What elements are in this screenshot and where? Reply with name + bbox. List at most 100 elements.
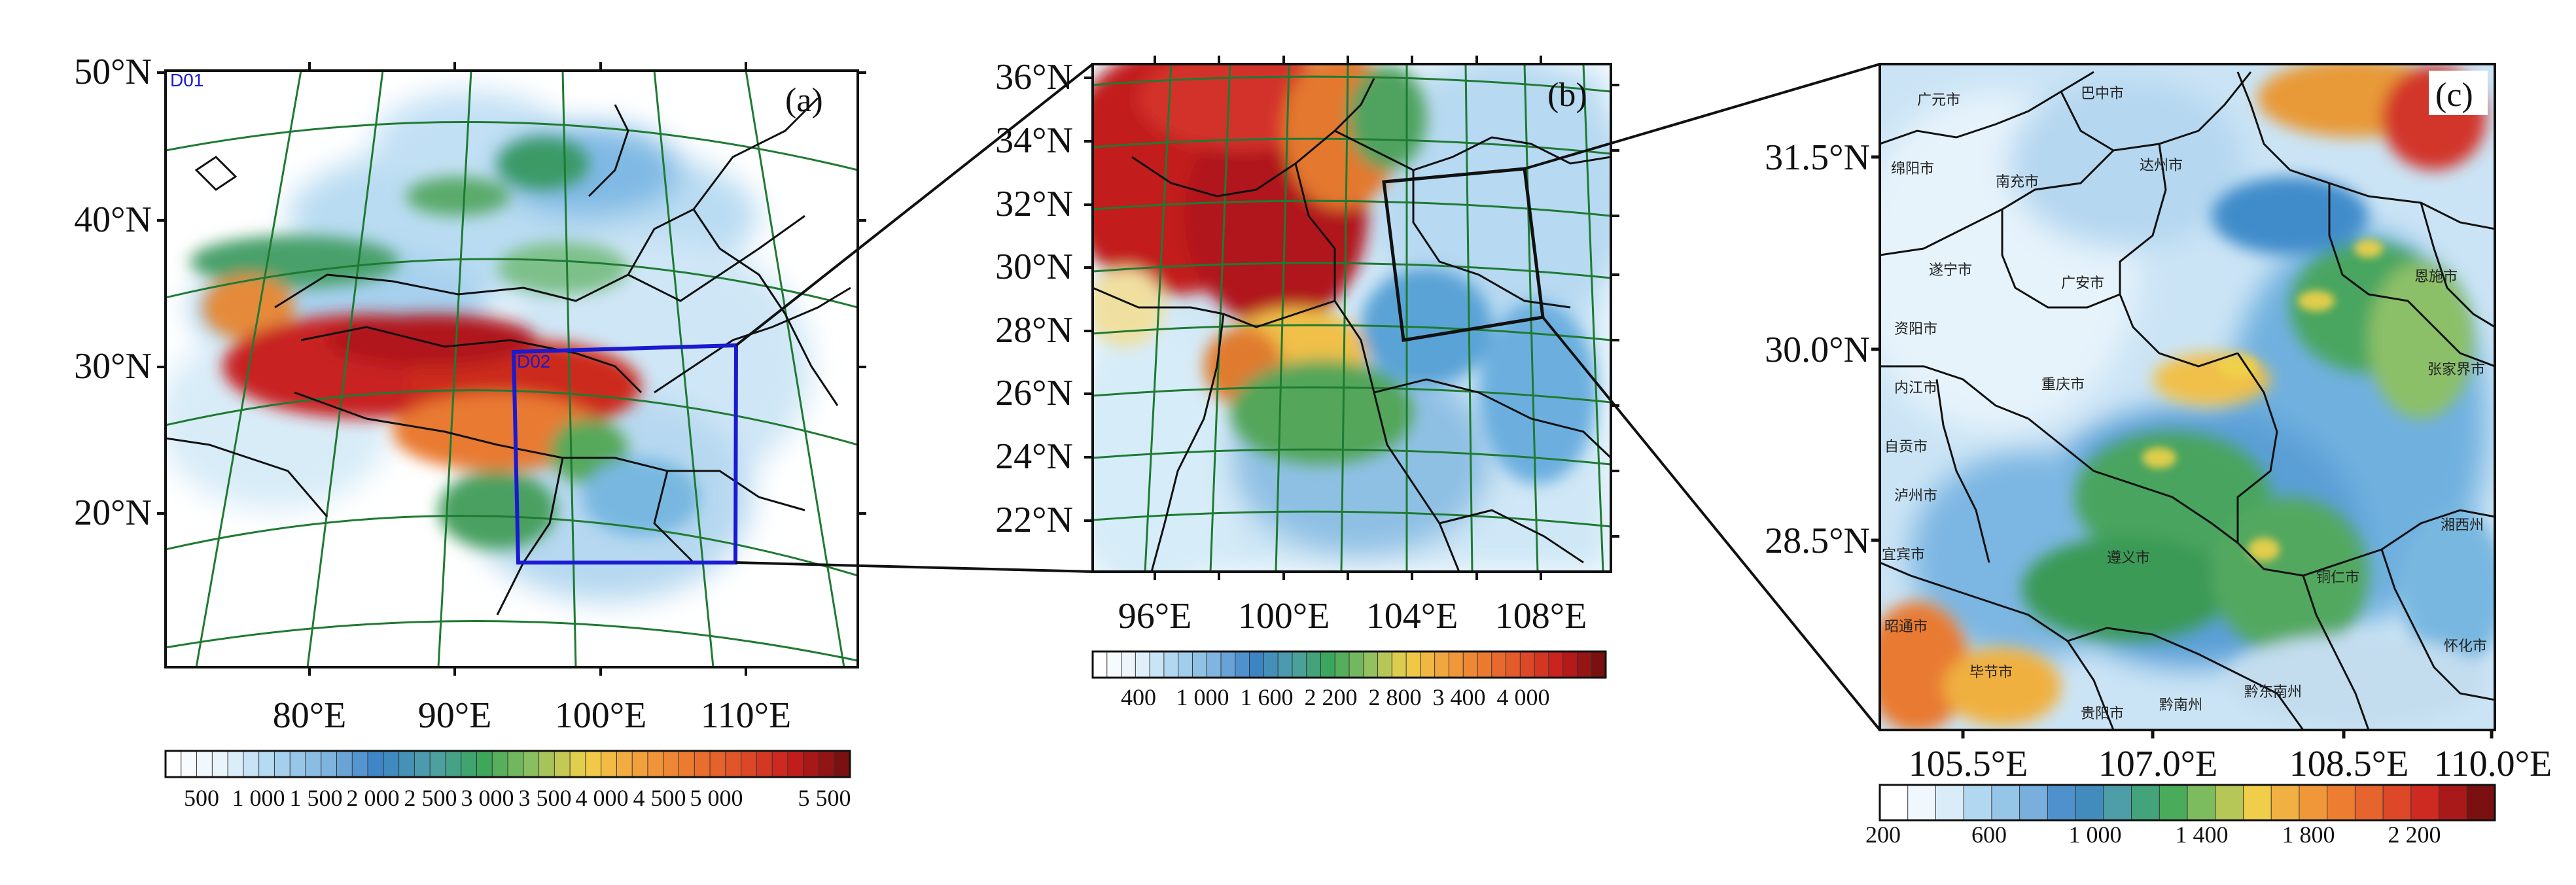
- panel-a-lat-tick: 20°N: [74, 493, 152, 533]
- panel-a: D01 D02 (a) 50°N 40°N 30°N 20°N 80°E 90°…: [74, 52, 866, 811]
- colorbar-swatch: [2103, 784, 2132, 821]
- city-label: 宜宾市: [1882, 547, 1925, 563]
- colorbar-swatch: [367, 750, 384, 778]
- city-label: 重庆市: [2041, 377, 2085, 393]
- panel-a-lat-tick: 40°N: [74, 200, 152, 240]
- colorbar-swatch: [289, 750, 306, 778]
- colorbar-swatch: [398, 750, 415, 778]
- colorbar-swatch: [1363, 651, 1379, 678]
- colorbar-swatch: [1277, 651, 1293, 678]
- panel-a-tick-marks: [157, 62, 866, 676]
- colorbar-swatch: [273, 750, 291, 778]
- colorbar-swatch: [429, 750, 446, 778]
- panel-a-cb-tick: 5 500: [798, 785, 851, 811]
- colorbar-swatch: [2327, 784, 2356, 821]
- panel-b-lat-tick: 32°N: [995, 184, 1073, 224]
- panel-a-colorbar: [164, 750, 851, 778]
- panel-b-terrain: [1093, 64, 1611, 572]
- panel-c-colorbar: [1879, 784, 2496, 822]
- panel-b-lat-tick: 26°N: [995, 373, 1073, 413]
- city-label: 南充市: [1996, 174, 2039, 190]
- colorbar-swatch: [679, 750, 696, 778]
- city-label: 湘西州: [2441, 517, 2484, 534]
- colorbar-swatch: [1434, 651, 1450, 678]
- colorbar-swatch: [1178, 651, 1193, 678]
- colorbar-swatch: [1462, 651, 1478, 678]
- city-label: 张家界市: [2427, 362, 2485, 378]
- colorbar-swatch: [336, 750, 353, 778]
- zoom-connector-b-c: [1524, 63, 1881, 731]
- city-label: 资阳市: [1894, 321, 1937, 338]
- colorbar-swatch: [1206, 651, 1222, 678]
- colorbar-swatch: [2410, 784, 2440, 821]
- colorbar-swatch: [258, 750, 275, 778]
- panel-b-lon-tick: 96°E: [1118, 596, 1192, 636]
- colorbar-swatch: [741, 750, 758, 778]
- d01-label: D01: [170, 70, 203, 90]
- colorbar-swatch: [476, 750, 493, 778]
- colorbar-swatch: [538, 750, 556, 778]
- colorbar-swatch: [461, 750, 478, 778]
- panel-a-cb-tick: 500: [184, 785, 219, 811]
- colorbar-swatch: [663, 750, 680, 778]
- colorbar-swatch: [507, 750, 524, 778]
- panel-a-cb-tick: 4 000: [576, 785, 629, 811]
- colorbar-swatch: [227, 750, 244, 778]
- city-label: 毕节市: [1969, 665, 2013, 681]
- city-label: 广元市: [1917, 92, 1960, 109]
- panel-b-cb-tick: 400: [1121, 684, 1156, 710]
- panel-c-city-labels: 广元市 巴中市 绵阳市 南充市 达州市 遂宁市 广安市 恩施市 资阳市 张家界市…: [1882, 86, 2487, 722]
- panel-a-lon-tick: 110°E: [701, 695, 792, 736]
- colorbar-swatch: [1377, 651, 1393, 678]
- panel-b-cb-tick: 1 600: [1241, 684, 1294, 710]
- colorbar-swatch: [2187, 784, 2216, 821]
- panel-b-cb-tick: 2 800: [1369, 684, 1422, 710]
- colorbar-frame: [1879, 784, 2496, 822]
- colorbar-swatch: [1334, 651, 1350, 678]
- colorbar-swatch: [305, 750, 322, 778]
- city-label: 泸州市: [1894, 488, 1937, 504]
- panel-a-lat-tick: 30°N: [74, 346, 152, 387]
- panel-c-lat-tick: 28.5°N: [1765, 521, 1870, 561]
- colorbar-swatch: [351, 750, 369, 778]
- panel-a-cb-tick: 5 000: [690, 785, 743, 811]
- panel-a-label: (a): [785, 82, 823, 119]
- colorbar-swatch: [1907, 784, 1937, 821]
- colorbar-swatch: [1548, 651, 1564, 678]
- colorbar-swatch: [771, 750, 788, 778]
- panel-b-lat-tick: 34°N: [995, 120, 1073, 161]
- colorbar-swatch: [2215, 784, 2244, 821]
- panel-c-cb-tick: 1 400: [2176, 822, 2229, 848]
- colorbar-swatch: [803, 750, 820, 778]
- colorbar-swatch: [1391, 651, 1407, 678]
- city-label: 黔东南州: [2244, 684, 2302, 701]
- colorbar-swatch: [1135, 651, 1151, 678]
- colorbar-swatch: [196, 750, 213, 778]
- panel-a-cb-tick: 3 500: [519, 785, 572, 811]
- panel-b-lon-tick: 108°E: [1495, 596, 1587, 636]
- colorbar-swatch: [1220, 651, 1236, 678]
- panel-b-lon-tick: 104°E: [1366, 596, 1458, 636]
- colorbar-swatch: [2466, 784, 2496, 821]
- colorbar-swatch: [2382, 784, 2412, 821]
- colorbar-swatch: [1477, 651, 1492, 678]
- city-label: 黔南州: [2159, 697, 2202, 714]
- panel-c-lat-tick: 31.5°N: [1765, 137, 1870, 178]
- colorbar-swatch: [523, 750, 540, 778]
- panel-c-cb-tick: 600: [1971, 822, 2007, 848]
- colorbar-swatch: [647, 750, 664, 778]
- colorbar-swatch: [1420, 651, 1436, 678]
- panel-a-lon-tick: 90°E: [418, 695, 492, 736]
- city-label: 恩施市: [2414, 269, 2458, 285]
- colorbar-swatch: [834, 750, 851, 778]
- panel-c-colorbar-ticks: 200 600 1 000 1 400 1 800 2 200: [1865, 822, 2441, 848]
- colorbar-swatch: [1534, 651, 1549, 678]
- city-label: 巴中市: [2081, 86, 2124, 102]
- panel-a-frame: [164, 69, 859, 668]
- panel-b-cb-tick: 2 200: [1305, 684, 1358, 710]
- colorbar-swatch: [1991, 784, 2020, 821]
- colorbar-swatch: [1249, 651, 1265, 678]
- panel-b-cb-tick: 4 000: [1497, 684, 1550, 710]
- colorbar-swatch: [2019, 784, 2049, 821]
- colorbar-swatch: [1106, 651, 1122, 678]
